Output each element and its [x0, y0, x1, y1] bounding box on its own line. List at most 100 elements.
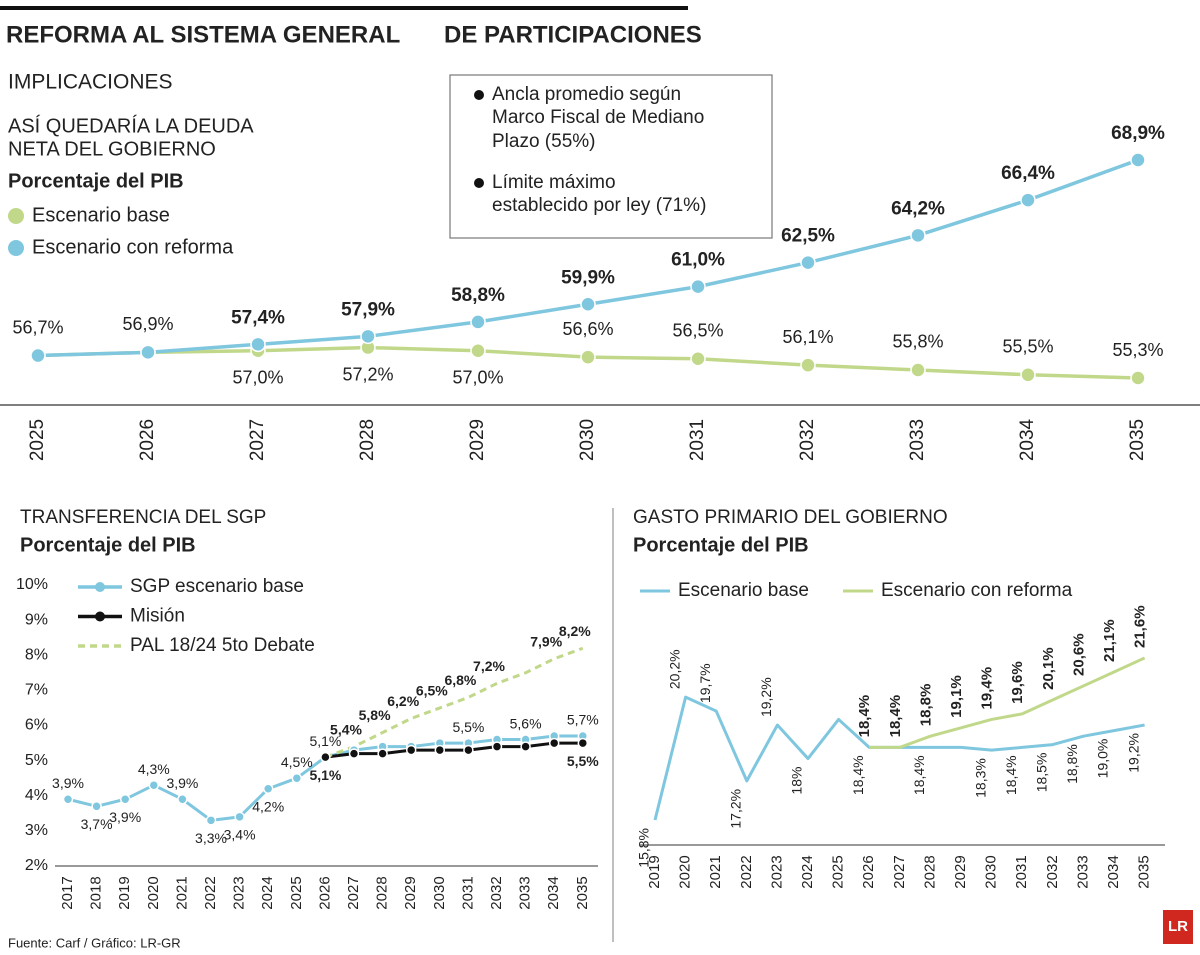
data-label: 21,1% [1101, 619, 1118, 662]
x-tick-label: 2030 [577, 419, 598, 461]
data-point [580, 349, 596, 365]
data-label: 56,6% [562, 319, 613, 339]
legend-label: Misión [130, 606, 185, 627]
data-point [470, 314, 486, 330]
data-label: 56,5% [672, 321, 723, 341]
note-text: Límite máximo [492, 172, 616, 193]
data-label: 19,4% [979, 667, 996, 710]
x-tick-label: 2022 [738, 855, 755, 888]
chart-subtitle: Porcentaje del PIB [8, 170, 184, 192]
x-tick-label: 2035 [1127, 419, 1148, 461]
y-tick-label: 7% [25, 682, 48, 699]
series-line [324, 646, 584, 759]
data-label: 3,7% [81, 816, 113, 832]
x-tick-label: 2028 [357, 419, 378, 461]
data-label: 3,3% [195, 830, 227, 846]
data-point [577, 737, 589, 749]
data-label: 6,2% [387, 693, 419, 709]
data-label: 66,4% [1001, 163, 1055, 184]
data-point [690, 351, 706, 367]
data-label: 18,4% [856, 695, 873, 738]
series-line [325, 741, 583, 759]
data-label: 4,5% [281, 754, 313, 770]
data-point [1130, 370, 1146, 386]
note-bullet [474, 178, 484, 188]
data-point [491, 741, 503, 752]
legend-label: Escenario base [678, 580, 809, 601]
data-point [1020, 367, 1036, 383]
legend-label: SGP escenario base [130, 576, 304, 597]
data-point [580, 296, 596, 313]
x-tick-label: 2026 [860, 855, 877, 888]
x-tick-label: 2020 [677, 855, 694, 888]
data-label: 5,5% [567, 753, 599, 769]
data-label: 3,9% [52, 775, 84, 791]
x-tick-label: 2028 [921, 855, 938, 888]
data-label: 15,8% [636, 828, 652, 868]
data-point [463, 744, 474, 756]
x-tick-label: 2019 [116, 876, 133, 909]
data-label: 5,1% [309, 767, 341, 783]
x-tick-label: 2026 [316, 876, 333, 909]
data-point [148, 779, 160, 791]
y-tick-label: 8% [25, 646, 48, 663]
data-point [1020, 192, 1036, 208]
legend-marker [8, 208, 24, 224]
y-tick-label: 5% [25, 752, 48, 769]
series-line [869, 656, 1146, 749]
x-tick-label: 2031 [687, 419, 708, 461]
data-label: 55,3% [1112, 340, 1163, 360]
x-tick-label: 2025 [830, 855, 847, 888]
x-tick-label: 2023 [768, 855, 785, 888]
data-label: 3,9% [109, 809, 141, 825]
data-label: 5,1% [309, 733, 341, 749]
x-tick-label: 2018 [88, 876, 105, 909]
x-tick-label: 2024 [259, 876, 276, 909]
chart-title: NETA DEL GOBIERNO [8, 138, 216, 160]
data-point [910, 362, 926, 378]
data-label: 8,2% [559, 623, 591, 639]
note-text: establecido por ley (71%) [492, 195, 706, 216]
data-label: 19,0% [1095, 739, 1111, 779]
data-point [291, 772, 303, 784]
data-point [405, 744, 417, 756]
data-label: 19,2% [1125, 733, 1141, 773]
header-title: DE PARTICIPACIONES [444, 21, 702, 48]
data-label: 18,4% [911, 755, 927, 795]
data-label: 19,1% [948, 675, 965, 718]
x-tick-label: 2033 [1074, 855, 1091, 888]
data-point [140, 344, 156, 361]
note-bullet [474, 90, 484, 100]
note-text: Plazo (55%) [492, 131, 596, 152]
x-tick-label: 2024 [799, 855, 816, 888]
data-point [250, 336, 266, 353]
data-point [91, 801, 102, 812]
x-tick-label: 2032 [1044, 855, 1061, 888]
x-tick-label: 2027 [345, 876, 362, 909]
x-tick-label: 2035 [574, 876, 591, 909]
data-label: 64,2% [891, 198, 945, 219]
data-label: 55,5% [1002, 337, 1053, 357]
note-text: Marco Fiscal de Mediano [492, 107, 704, 128]
data-label: 18,8% [917, 684, 934, 727]
data-label: 6,8% [444, 672, 476, 688]
x-tick-label: 2020 [145, 876, 162, 909]
x-tick-label: 2019 [646, 855, 663, 888]
data-point [800, 357, 816, 373]
legend-marker [95, 611, 105, 622]
data-label: 5,5% [452, 719, 484, 735]
data-point [800, 254, 816, 271]
data-label: 19,7% [697, 663, 713, 703]
x-tick-label: 2028 [374, 876, 391, 909]
y-tick-label: 10% [16, 576, 48, 593]
x-tick-label: 2021 [173, 876, 190, 909]
legend-marker [8, 240, 24, 256]
data-label: 56,1% [782, 327, 833, 347]
data-label: 4,2% [252, 798, 284, 814]
x-tick-label: 2031 [459, 876, 476, 909]
x-tick-label: 2034 [1105, 855, 1122, 888]
data-label: 57,9% [341, 299, 395, 320]
y-tick-label: 6% [25, 717, 48, 734]
data-label: 18,5% [1034, 753, 1050, 793]
legend-marker [95, 582, 105, 592]
